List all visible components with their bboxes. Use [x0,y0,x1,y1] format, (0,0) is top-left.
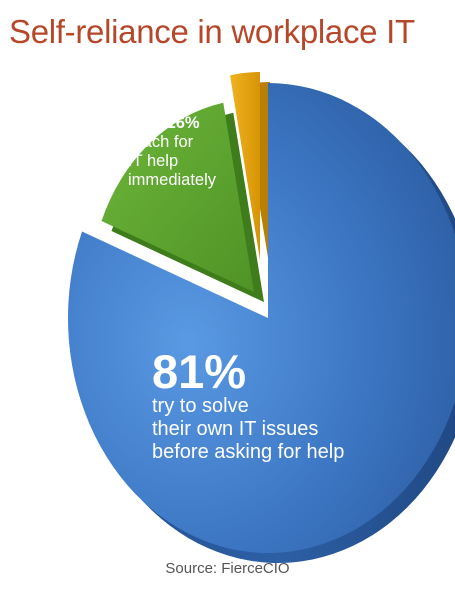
pie-slice-blue [68,83,455,553]
pie-slice-green [101,102,254,292]
pie-slice-orange [230,72,260,260]
blue-slice-desc: try to solve their own IT issues before … [152,395,345,463]
green-slice-prefix: Only [128,114,162,132]
green-slice-desc: reach for IT help immediately [128,133,217,189]
source-note: Source: FierceCIO [165,560,290,577]
blue-slice-value: 81% [152,345,247,398]
green-slice-label: Only 16% reach for IT help immediately [128,114,248,190]
chart-title: Self-reliance in workplace IT [9,13,415,50]
green-slice-value: 16% [166,114,200,132]
